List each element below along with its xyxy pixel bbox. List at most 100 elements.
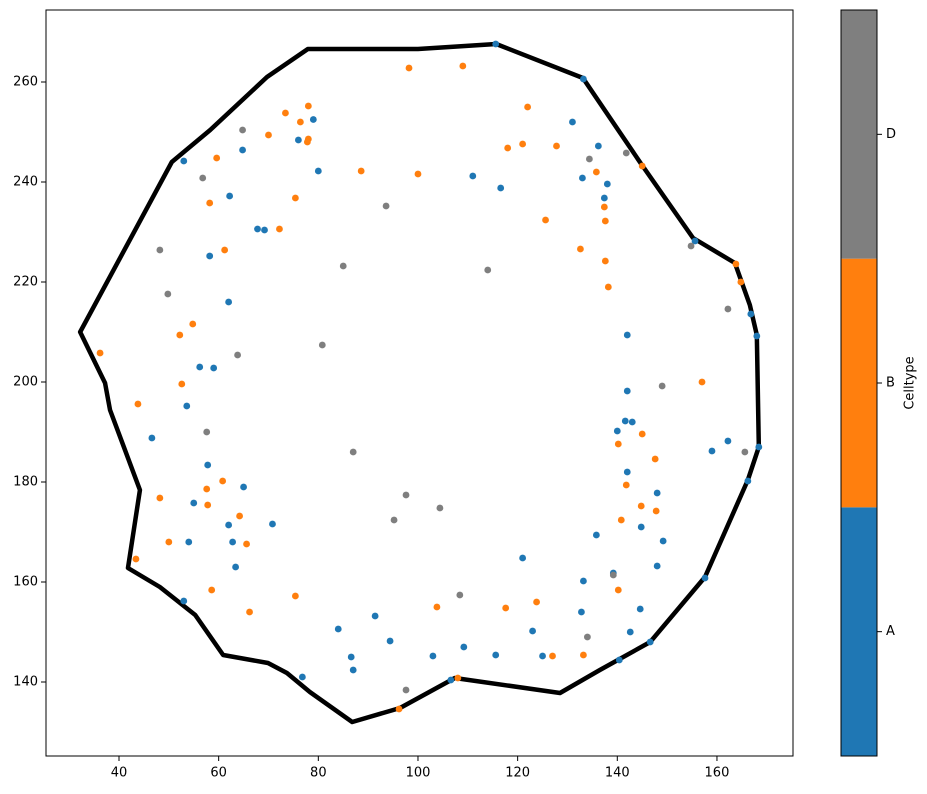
point	[414, 170, 422, 178]
point	[386, 637, 394, 645]
point	[755, 443, 763, 451]
point	[492, 651, 500, 659]
point	[203, 485, 211, 493]
point	[542, 216, 549, 224]
point	[460, 643, 468, 651]
point	[294, 136, 302, 144]
point	[592, 531, 600, 539]
point	[148, 434, 156, 442]
point	[744, 477, 752, 485]
point	[334, 625, 342, 633]
point	[502, 604, 510, 612]
point	[236, 512, 243, 520]
point	[652, 507, 660, 515]
colorbar-label: Celltype	[903, 356, 918, 409]
colorbar-segment	[841, 10, 877, 259]
point	[539, 652, 546, 660]
point	[747, 310, 755, 318]
point	[549, 652, 556, 660]
point	[190, 499, 198, 507]
x-tick-label: 120	[505, 766, 530, 781]
point	[206, 252, 214, 260]
point	[204, 461, 212, 469]
point	[291, 194, 299, 202]
point	[585, 155, 593, 163]
point	[239, 126, 246, 134]
point	[304, 102, 312, 110]
point	[651, 455, 659, 463]
point	[691, 237, 699, 245]
point	[318, 341, 326, 349]
point	[504, 144, 512, 152]
colorbar-frame	[840, 9, 878, 757]
point	[243, 540, 250, 548]
x-tick-label: 100	[406, 766, 431, 781]
point	[219, 477, 227, 485]
point	[176, 331, 184, 339]
point	[180, 597, 188, 605]
point	[456, 591, 464, 599]
point	[234, 351, 241, 359]
point	[578, 608, 585, 616]
point	[724, 305, 732, 313]
point	[626, 628, 634, 636]
point	[617, 516, 625, 524]
point	[206, 199, 214, 207]
point	[638, 162, 646, 170]
point	[708, 447, 716, 455]
point	[609, 571, 617, 579]
point	[447, 676, 455, 684]
point	[221, 246, 229, 254]
point	[349, 666, 357, 674]
colorbar-segment	[841, 507, 877, 756]
point	[178, 380, 186, 388]
point	[701, 574, 709, 582]
axes-frame	[45, 9, 794, 757]
point	[276, 225, 283, 233]
point	[246, 608, 253, 616]
point	[291, 592, 299, 600]
point	[484, 266, 492, 274]
point	[296, 118, 304, 126]
colorbar-tick-label: D	[886, 127, 896, 142]
y-tick-label: 160	[13, 575, 38, 590]
point	[203, 428, 211, 436]
point	[604, 283, 612, 291]
point	[592, 168, 600, 176]
point	[261, 226, 268, 234]
point	[580, 577, 587, 585]
y-tick-label: 180	[13, 475, 38, 490]
point	[732, 260, 740, 268]
point	[636, 605, 644, 613]
point	[189, 320, 197, 328]
point	[524, 103, 532, 111]
point	[339, 262, 347, 270]
point	[497, 184, 505, 192]
point	[614, 440, 622, 448]
point	[533, 598, 540, 606]
point	[180, 157, 188, 165]
point	[492, 40, 500, 48]
point	[232, 563, 240, 571]
point	[213, 154, 221, 162]
point	[229, 538, 237, 546]
point	[282, 109, 289, 117]
point	[623, 387, 631, 395]
point	[265, 131, 272, 139]
point	[156, 246, 164, 254]
point	[628, 418, 636, 426]
point	[165, 538, 173, 546]
colorbar-tick-label: A	[886, 624, 895, 639]
point	[623, 468, 631, 476]
point	[298, 673, 306, 681]
point	[402, 686, 410, 694]
point	[349, 448, 357, 456]
point	[134, 400, 142, 408]
point	[569, 118, 576, 126]
point	[314, 167, 322, 175]
point	[240, 483, 247, 491]
point	[303, 138, 311, 146]
point	[96, 349, 104, 357]
point	[519, 140, 527, 148]
point	[395, 705, 403, 713]
